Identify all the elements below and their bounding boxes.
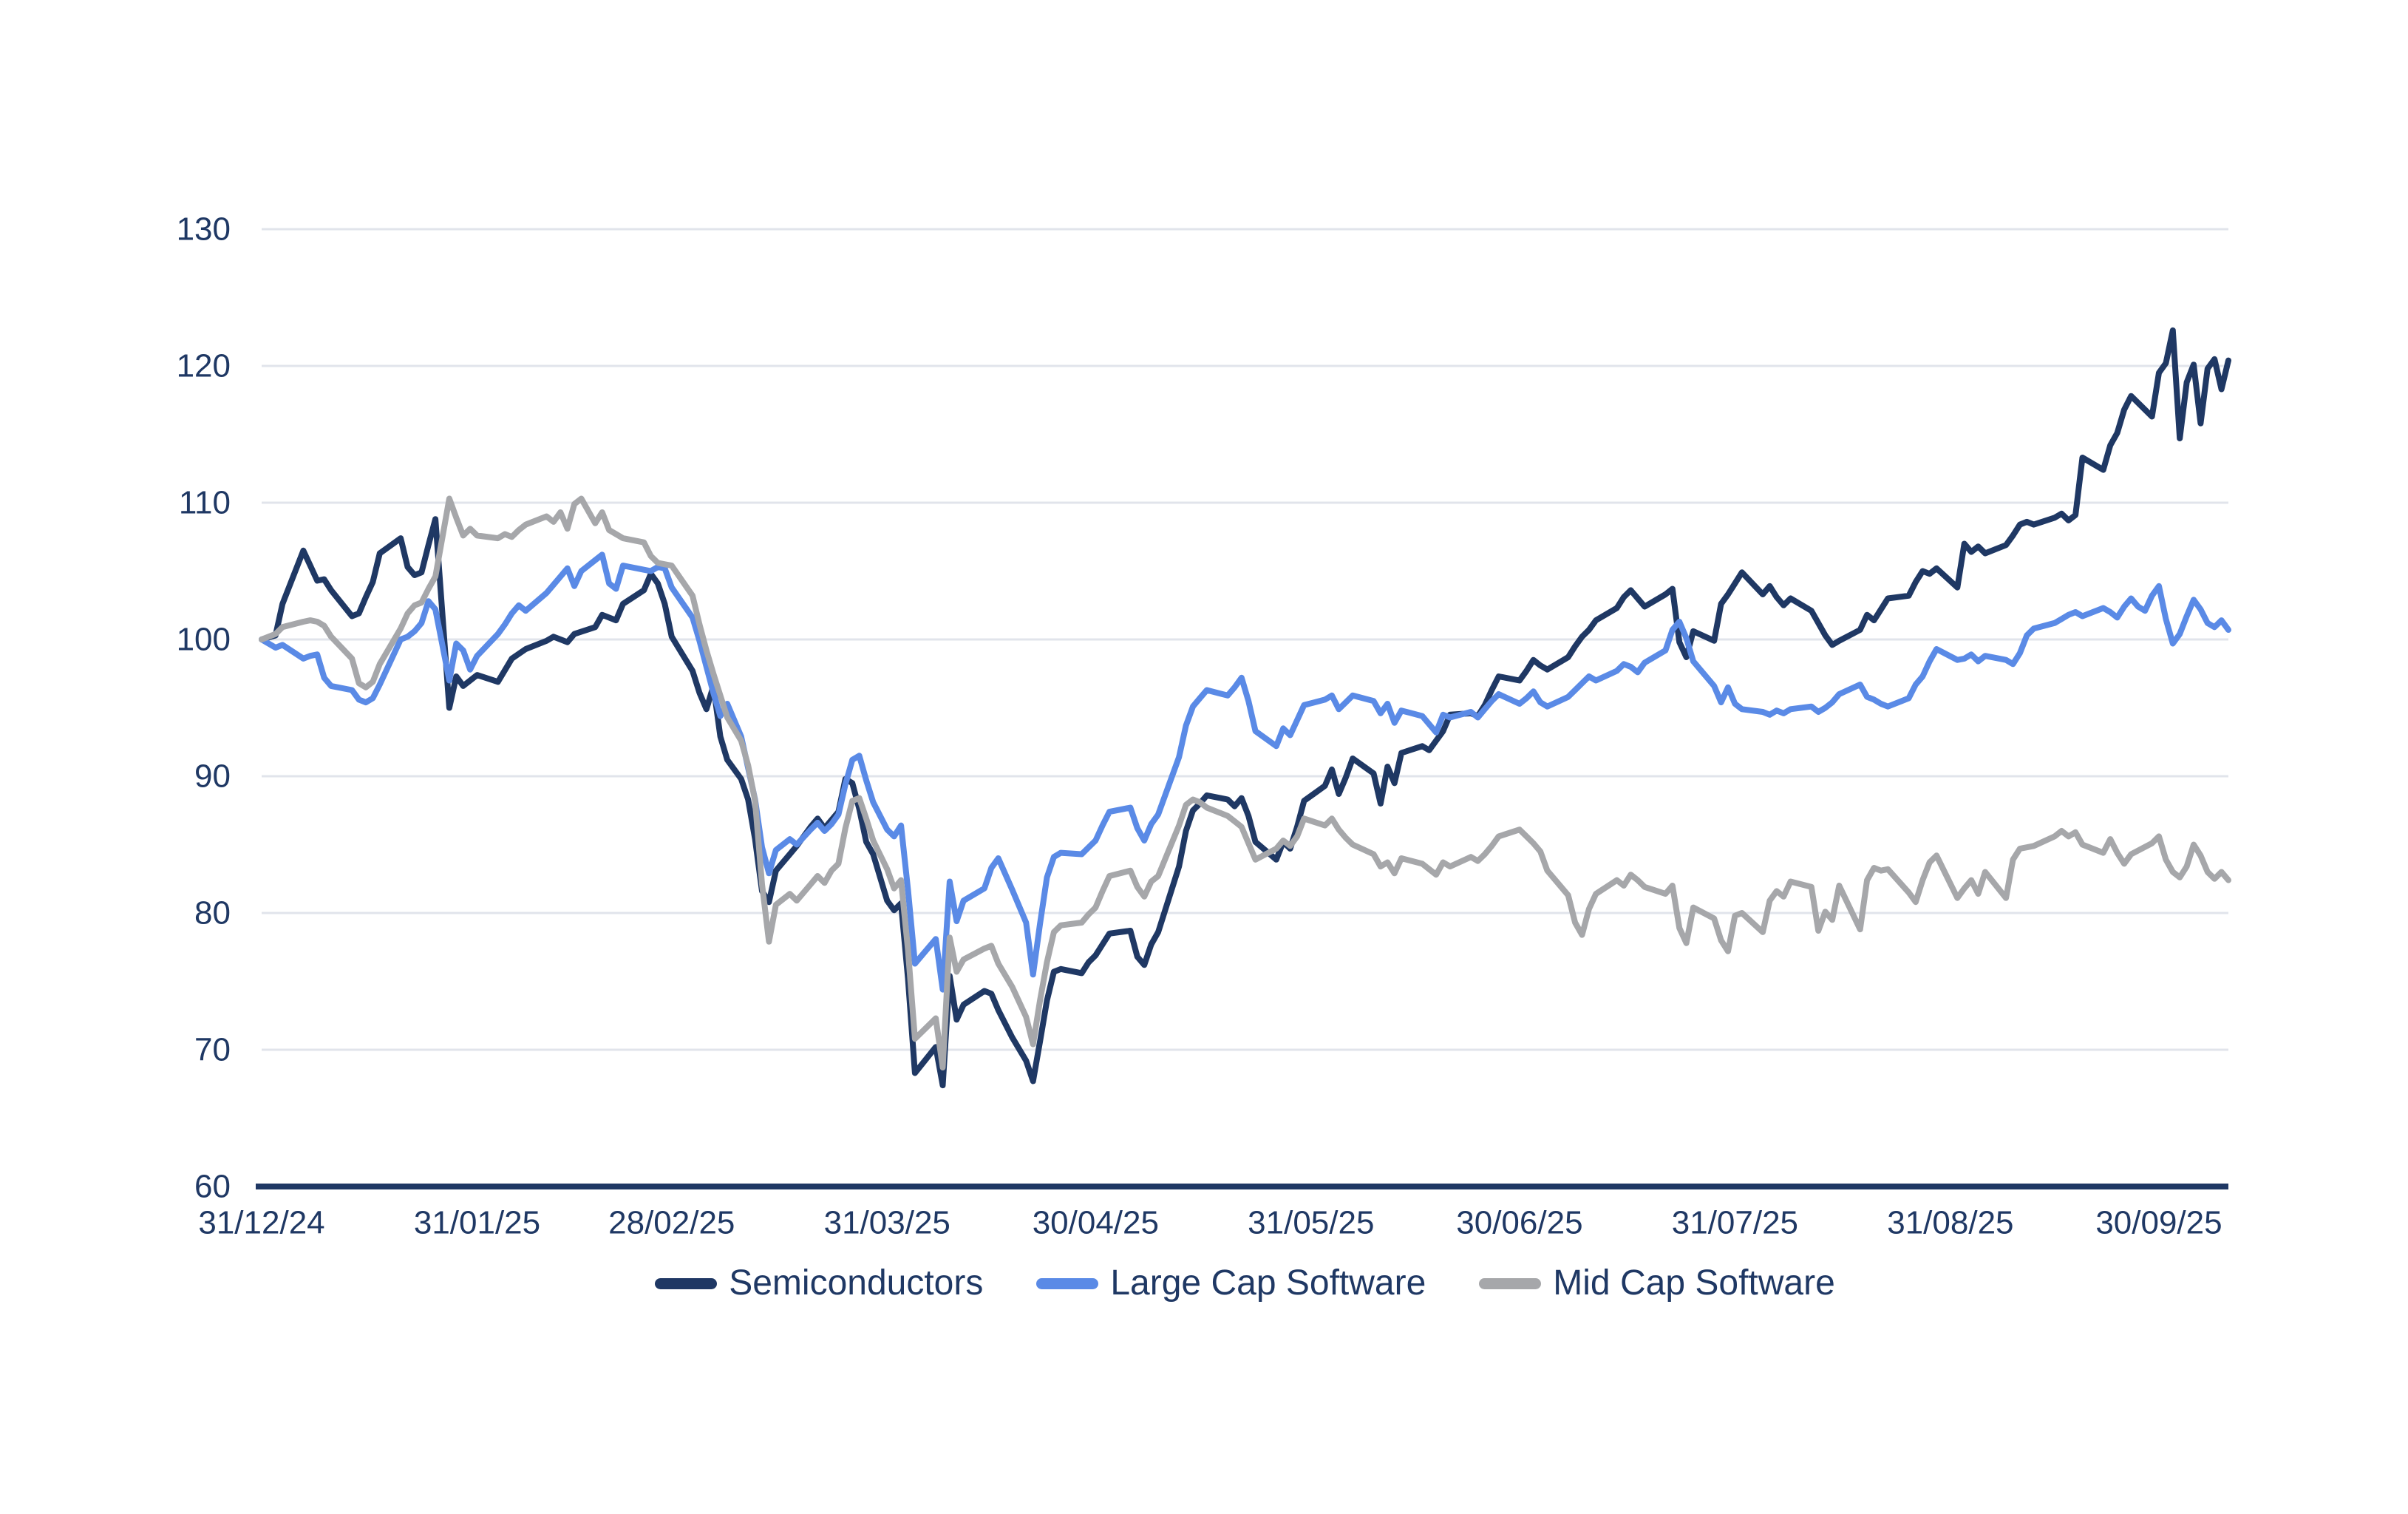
x-axis-tick-label: 31/07/25	[1672, 1205, 1798, 1241]
x-axis-tick-label: 30/09/25	[2095, 1205, 2222, 1241]
legend-item-mid-cap-software: Mid Cap Software	[1479, 1266, 1835, 1301]
y-axis-tick-label: 90	[194, 758, 231, 795]
x-axis-tick-label: 30/06/25	[1456, 1205, 1582, 1241]
y-axis-tick-label: 100	[177, 622, 231, 658]
y-axis-tick-label: 120	[177, 348, 231, 384]
chart-legend: Semiconductors Large Cap Software Mid Ca…	[262, 1266, 2228, 1301]
y-axis-tick-label: 70	[194, 1032, 231, 1068]
series-line-mid-cap-software	[259, 495, 2231, 1070]
y-axis-tick-label: 60	[194, 1169, 231, 1205]
x-axis-tick-label: 31/08/25	[1887, 1205, 2013, 1241]
legend-label-large-cap-software: Large Cap Software	[1110, 1263, 1426, 1303]
large-cap-software-series-swatch-icon	[1036, 1277, 1099, 1289]
legend-item-semiconductors: Semiconductors	[655, 1266, 983, 1301]
x-axis-tick-label: 31/03/25	[824, 1205, 950, 1241]
x-axis-tick-label: 31/01/25	[414, 1205, 540, 1241]
y-axis-tick-label: 130	[177, 211, 231, 248]
x-axis-tick-label: 28/02/25	[608, 1205, 735, 1241]
mid-cap-software-series-swatch-icon	[1479, 1277, 1542, 1289]
legend-label-semiconductors: Semiconductors	[729, 1263, 984, 1303]
legend-label-mid-cap-software: Mid Cap Software	[1553, 1263, 1835, 1303]
series-line-semiconductors	[259, 327, 2231, 1089]
legend-item-large-cap-software: Large Cap Software	[1036, 1266, 1426, 1301]
x-axis-tick-label: 31/12/24	[198, 1205, 324, 1241]
series-line-large-cap-software	[259, 551, 2231, 993]
y-axis-tick-label: 80	[194, 895, 231, 931]
semiconductors-series-swatch-icon	[655, 1277, 718, 1289]
x-axis-tick-label: 31/05/25	[1248, 1205, 1374, 1241]
y-axis-tick-label: 110	[179, 485, 231, 521]
x-axis-tick-label: 30/04/25	[1033, 1205, 1159, 1241]
